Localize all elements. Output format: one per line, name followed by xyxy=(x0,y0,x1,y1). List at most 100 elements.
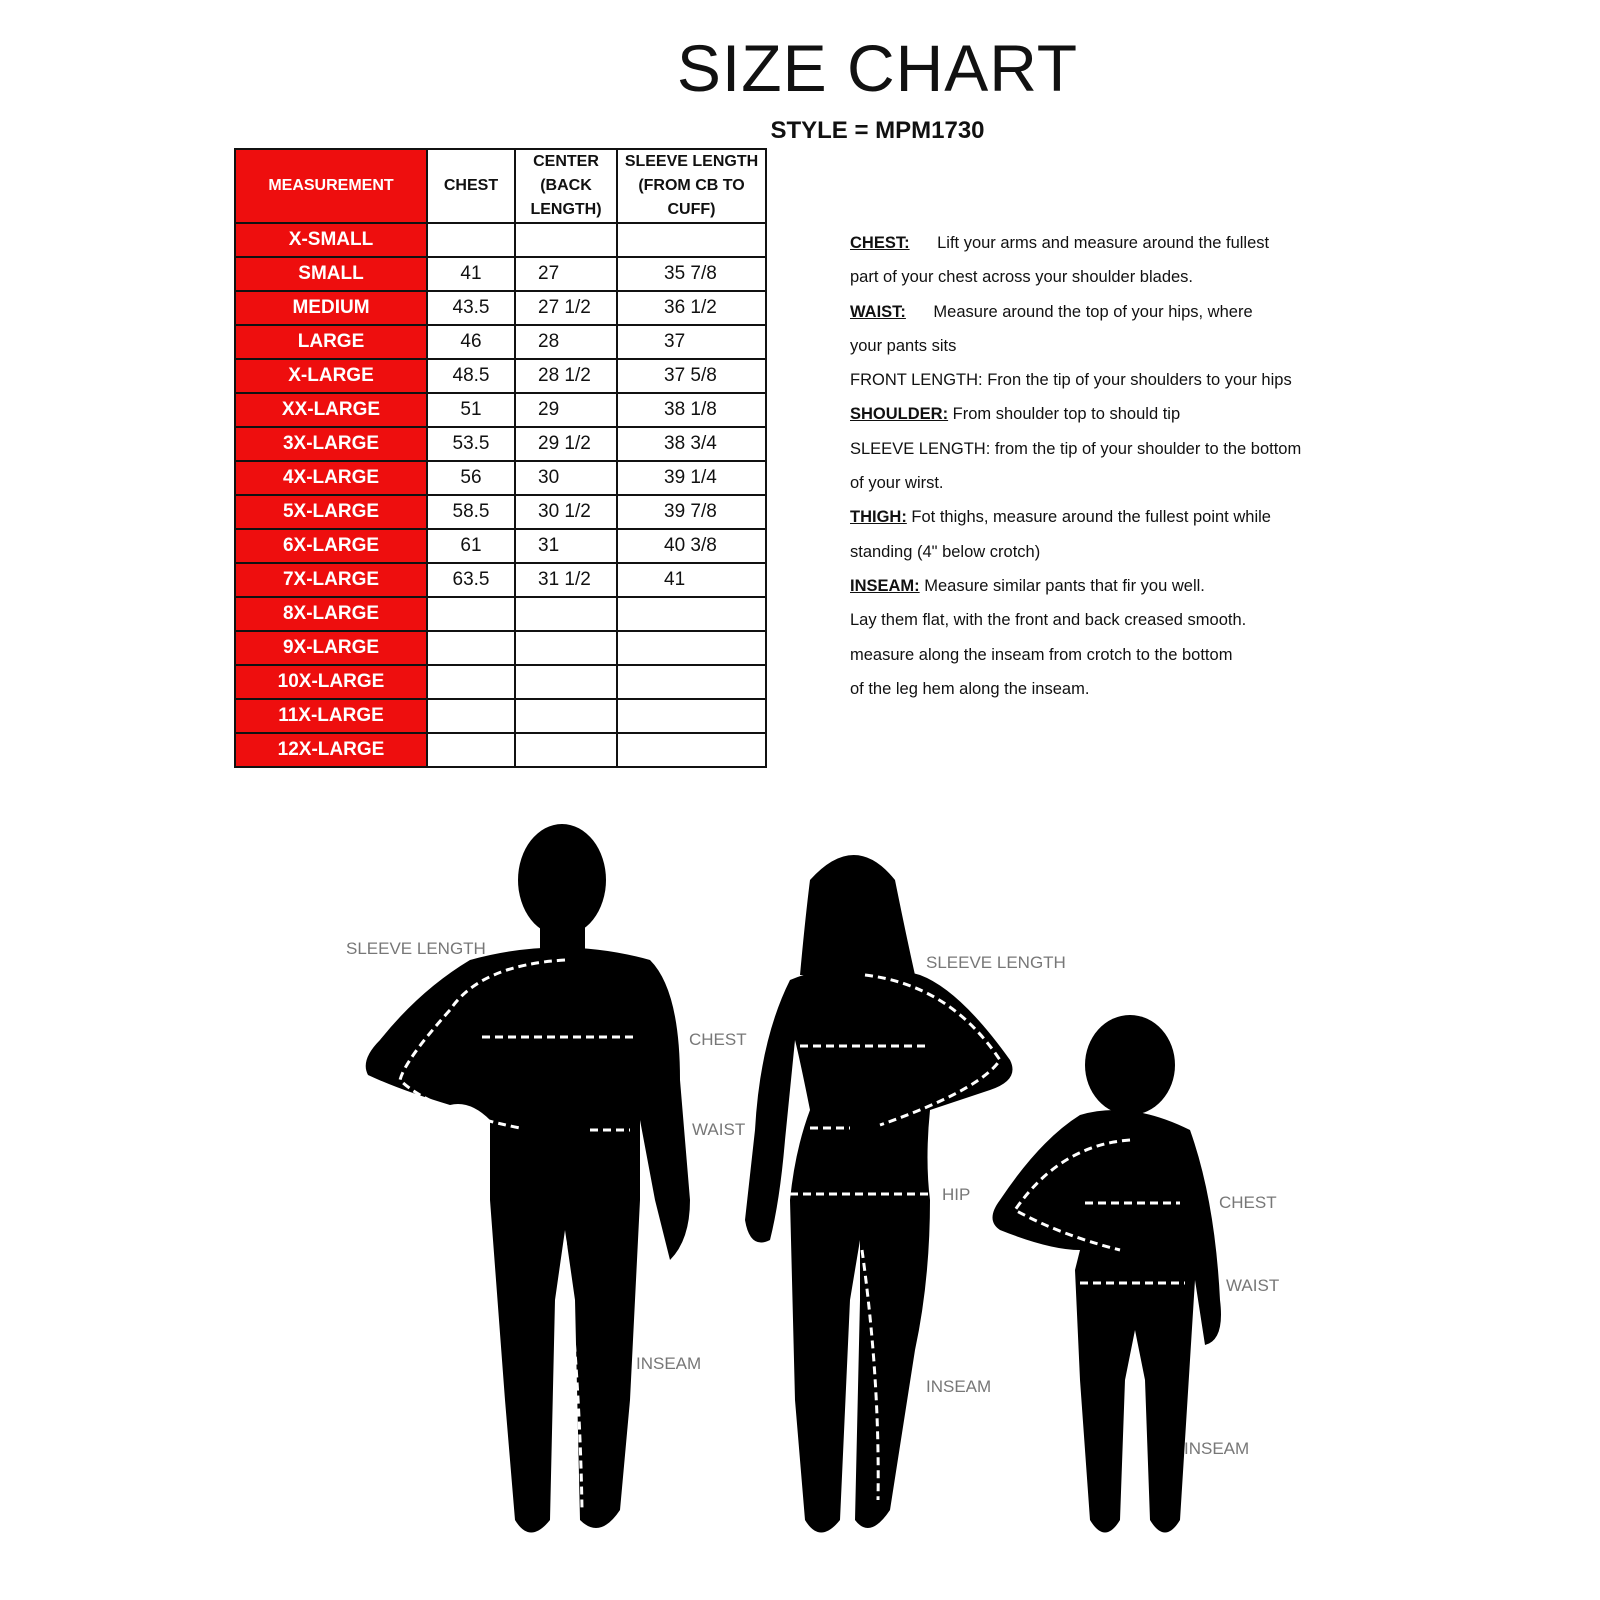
note-text: of your wirst. xyxy=(850,474,944,493)
size-label: 10X-LARGE xyxy=(234,664,428,700)
table-row: 4X-LARGE 56 30 39 1/4 xyxy=(234,460,767,496)
size-value: 28 1/2 xyxy=(514,358,618,394)
size-value xyxy=(426,596,516,632)
size-value: 38 3/4 xyxy=(616,426,767,462)
table-row: LARGE 46 28 37 xyxy=(234,324,767,360)
size-value: 27 xyxy=(514,256,618,292)
size-value: 35 7/8 xyxy=(616,256,767,292)
size-value: 37 5/8 xyxy=(616,358,767,394)
table-row: 9X-LARGE xyxy=(234,630,767,666)
size-value: 41 xyxy=(616,562,767,598)
size-table: MEASUREMENT CHEST CENTER (BACK LENGTH) SLEE… xyxy=(234,148,767,768)
table-row: XX-LARGE 51 29 38 1/8 xyxy=(234,392,767,428)
note-line: your pants sits xyxy=(850,329,1301,363)
size-value xyxy=(426,630,516,666)
size-value xyxy=(514,698,618,734)
size-label: MEDIUM xyxy=(234,290,428,326)
label-chest-man: CHEST xyxy=(689,1030,747,1049)
table-row: 3X-LARGE 53.5 29 1/2 38 3/4 xyxy=(234,426,767,462)
column-header: MEASUREMENT xyxy=(234,148,428,224)
size-value: 27 1/2 xyxy=(514,290,618,326)
table-row: 11X-LARGE xyxy=(234,698,767,734)
size-value: 28 xyxy=(514,324,618,360)
note-line: CHEST: Lift your arms and measure around… xyxy=(850,226,1301,260)
size-label: XX-LARGE xyxy=(234,392,428,428)
size-value: 56 xyxy=(426,460,516,496)
column-header: CHEST xyxy=(426,148,516,224)
size-label: X-SMALL xyxy=(234,222,428,258)
measurement-notes: CHEST: Lift your arms and measure around… xyxy=(850,226,1301,706)
note-text: standing (4" below crotch) xyxy=(850,542,1041,561)
note-text: measure along the inseam from crotch to … xyxy=(850,645,1233,664)
size-value: 30 xyxy=(514,460,618,496)
note-key: SHOULDER: xyxy=(850,405,949,424)
note-text: From shoulder top to should tip xyxy=(948,405,1181,424)
table-row: 7X-LARGE 63.5 31 1/2 41 xyxy=(234,562,767,598)
size-value xyxy=(616,222,767,258)
size-value: 39 7/8 xyxy=(616,494,767,530)
size-value: 31 xyxy=(514,528,618,564)
size-value: 37 xyxy=(616,324,767,360)
size-value: 39 1/4 xyxy=(616,460,767,496)
note-key: THIGH: xyxy=(850,508,907,527)
size-value: 46 xyxy=(426,324,516,360)
size-value: 63.5 xyxy=(426,562,516,598)
size-value: 51 xyxy=(426,392,516,428)
note-key: INSEAM: xyxy=(850,576,920,595)
size-value: 41 xyxy=(426,256,516,292)
label-waist-man: WAIST xyxy=(692,1120,746,1139)
note-key: CHEST: xyxy=(850,234,910,252)
page-title: SIZE CHART xyxy=(676,31,1079,105)
note-line: THIGH: Fot thighs, measure around the fu… xyxy=(850,500,1301,534)
size-value: 40 3/8 xyxy=(616,528,767,564)
size-label: 11X-LARGE xyxy=(234,698,428,734)
size-value xyxy=(616,630,767,666)
label-inseam-child: INSEAM xyxy=(1184,1439,1250,1458)
size-value: 36 1/2 xyxy=(616,290,767,326)
size-value: 38 1/8 xyxy=(616,392,767,428)
woman-silhouette xyxy=(745,855,1013,1533)
size-value xyxy=(514,664,618,700)
size-value xyxy=(616,664,767,700)
size-label: 6X-LARGE xyxy=(234,528,428,564)
table-row: 6X-LARGE 61 31 40 3/8 xyxy=(234,528,767,564)
note-line: FRONT LENGTH: Fron the tip of your shoul… xyxy=(850,363,1301,397)
note-text: your pants sits xyxy=(850,336,957,355)
size-value: 31 1/2 xyxy=(514,562,618,598)
size-value: 29 1/2 xyxy=(514,426,618,462)
table-row: SMALL 41 27 35 7/8 xyxy=(234,256,767,292)
note-line: of your wirst. xyxy=(850,466,1301,500)
table-row: MEDIUM 43.5 27 1/2 36 1/2 xyxy=(234,290,767,326)
note-line: part of your chest across your shoulder … xyxy=(850,260,1301,294)
style-code: STYLE = MPM1730 xyxy=(770,117,985,144)
note-line: Lay them flat, with the front and back c… xyxy=(850,603,1301,637)
size-value xyxy=(426,664,516,700)
column-header: SLEEVE LENGTH (FROM CB TO CUFF) xyxy=(616,148,767,224)
note-line: SLEEVE LENGTH: from the tip of your shou… xyxy=(850,432,1301,466)
size-label: X-LARGE xyxy=(234,358,428,394)
size-label: 4X-LARGE xyxy=(234,460,428,496)
note-text: Lift your arms and measure around the fu… xyxy=(909,234,1270,252)
size-value: 43.5 xyxy=(426,290,516,326)
note-text: part of your chest across your shoulder … xyxy=(850,268,1194,287)
size-value xyxy=(616,698,767,734)
note-line: SHOULDER: From shoulder top to should ti… xyxy=(850,397,1301,431)
size-value xyxy=(426,698,516,734)
label-sleeve-length-woman: SLEEVE LENGTH xyxy=(926,953,1066,972)
table-row: X-LARGE 48.5 28 1/2 37 5/8 xyxy=(234,358,767,394)
note-text: Measure around the top of your hips, whe… xyxy=(905,302,1253,321)
table-row: X-SMALL xyxy=(234,222,767,258)
label-waist-child: WAIST xyxy=(1226,1276,1280,1295)
note-line: WAIST: Measure around the top of your hi… xyxy=(850,295,1301,329)
size-value: 29 xyxy=(514,392,618,428)
note-text: Fot thighs, measure around the fullest p… xyxy=(906,508,1271,527)
child-silhouette xyxy=(992,1015,1221,1533)
size-value: 61 xyxy=(426,528,516,564)
size-label: 7X-LARGE xyxy=(234,562,428,598)
note-line: standing (4" below crotch) xyxy=(850,535,1301,569)
size-label: 12X-LARGE xyxy=(234,732,428,768)
size-value xyxy=(426,222,516,258)
size-value xyxy=(514,630,618,666)
size-value xyxy=(514,596,618,632)
